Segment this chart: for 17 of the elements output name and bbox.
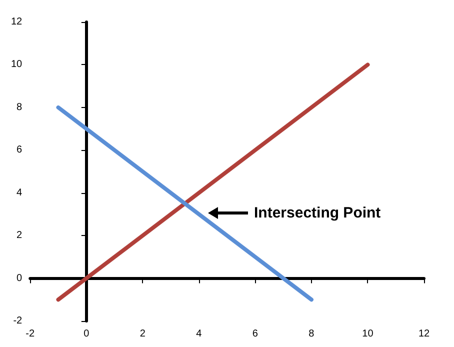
x-tick-label: -2 xyxy=(26,328,35,340)
y-tick-label: 4 xyxy=(16,187,23,198)
x-tick-label: 12 xyxy=(418,328,430,340)
x-tick-label: 2 xyxy=(140,328,146,340)
x-tick-label: 0 xyxy=(84,328,90,340)
x-tick-label: 6 xyxy=(252,328,258,340)
y-tick-label: -2 xyxy=(13,316,23,326)
y-tick-label: 12 xyxy=(11,16,23,28)
y-tick-label: 10 xyxy=(11,59,23,70)
y-tick-label: 2 xyxy=(16,230,23,242)
y-tick-label: 6 xyxy=(16,144,23,156)
y-tick-label: 8 xyxy=(16,102,23,113)
y-tick-label: 0 xyxy=(16,272,23,284)
x-tick-label: 10 xyxy=(362,328,374,340)
x-tick-label: 4 xyxy=(196,328,202,340)
x-tick-label: 8 xyxy=(308,328,315,340)
annotation: Intersecting Point xyxy=(254,204,381,222)
